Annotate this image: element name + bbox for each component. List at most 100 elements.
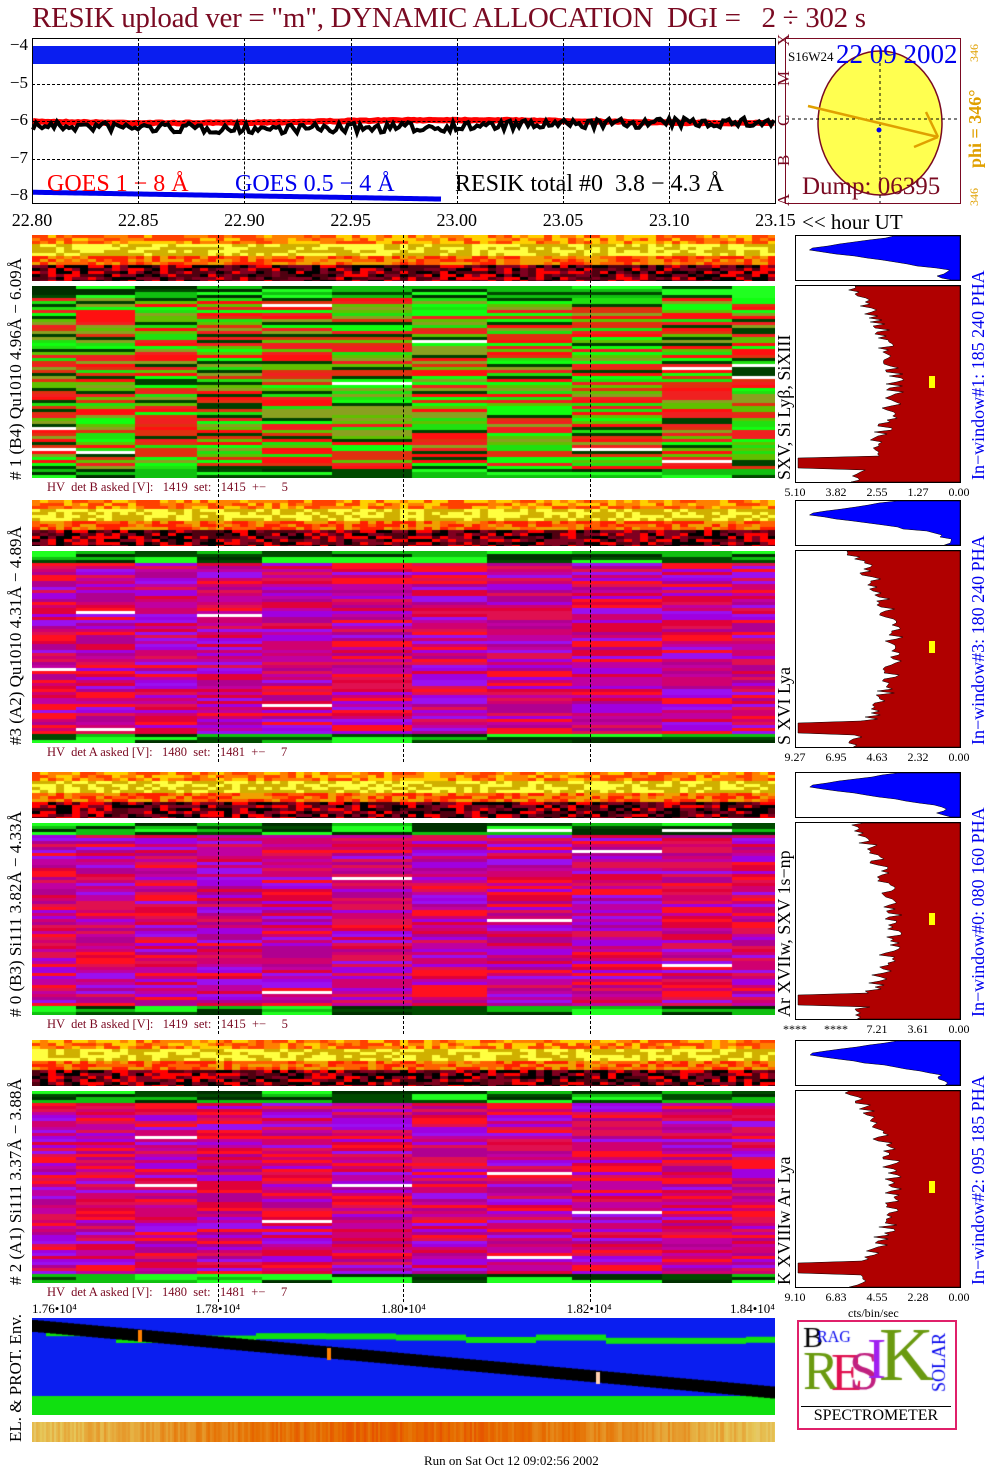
time-gridline: [403, 235, 404, 497]
particle-environment-plot: [32, 1318, 775, 1415]
hist-tick-label: 1.27: [907, 485, 929, 499]
y-gridline: [32, 121, 776, 122]
sun-disk: [786, 50, 960, 203]
hist-tick-label: 0.00: [948, 1022, 970, 1036]
x-tick-label: 22.95: [330, 210, 371, 230]
intensity-strip: [32, 1422, 775, 1442]
legend-goes-short: GOES 0.5 − 4 Å: [235, 171, 395, 197]
spectrum-histogram-fill: [797, 822, 961, 1020]
y-tick-label: −7: [9, 147, 28, 167]
hist-tick-label: 4.55: [866, 1290, 888, 1304]
x-tick-label: 23.00: [436, 210, 478, 230]
hist-tick-label: 0.00: [948, 485, 970, 499]
resik-logo: SPECTROMETER: [797, 1320, 957, 1430]
time-gridline: [403, 1040, 404, 1302]
hv-readout: HV det A asked [V]: 1480 set: 1481 +− 7: [47, 1285, 288, 1299]
panel-label: # 2 (A1) Si111 3.37Å − 3.88Å: [6, 1078, 25, 1285]
hist-tick-label: 6.83: [825, 1290, 847, 1304]
window-marker: [929, 1181, 935, 1193]
light-curve-series: [31, 113, 776, 202]
hist-tick-label: 4.63: [866, 750, 888, 764]
hist-tick-label: 0.00: [948, 750, 970, 764]
hv-readout: HV det A asked [V]: 1480 set: 1481 +− 7: [47, 745, 288, 759]
env-y-label: EL. & PROT. Env.: [6, 1314, 25, 1442]
x-tick-label: 22.80: [11, 210, 53, 230]
pha-histogram-fill: [809, 1040, 961, 1086]
spectrum-histogram-fill: [797, 550, 961, 748]
x-gridline: [563, 38, 564, 204]
time-gridline: [590, 772, 591, 1034]
legend-goes-long: GOES 1 − 8 Å: [47, 171, 189, 197]
resik-total-series: [31, 113, 776, 139]
window-marker: [929, 913, 935, 925]
plot-title: RESIK upload ver = "m", DYNAMIC ALLOCATI…: [32, 2, 866, 34]
logo-label: SPECTROMETER: [801, 1406, 951, 1425]
pha-histogram: [795, 500, 961, 546]
x-gridline: [244, 38, 246, 204]
spectrum-histogram: [795, 550, 961, 748]
light-curve-plot: GOES 1 − 8 Å GOES 0.5 − 4 Å RESIK total …: [31, 38, 776, 204]
bottom-x-tick-label: 1.80•10⁴: [380, 1301, 426, 1316]
bottom-x-tick-label: 1.84•10⁴: [729, 1301, 775, 1316]
hist-tick-label: 0.00: [948, 1290, 970, 1304]
spectrum-histogram: [795, 822, 961, 1020]
logo-lettering: [799, 1322, 955, 1406]
hist-tick-label: 5.10: [784, 485, 806, 499]
hist-tick-label: 6.95: [825, 750, 847, 764]
pha-histogram: [795, 1040, 961, 1086]
hist-x-label: cts/bin/sec: [848, 1306, 899, 1320]
line-label: Ar XVIIw, SXV 1s−np: [774, 850, 794, 1017]
footer-run-date: Run on Sat Oct 12 09:02:56 2002: [424, 1453, 599, 1468]
y-tick-label: −5: [9, 72, 28, 92]
spectrum-histogram: [795, 285, 961, 483]
dump-label: Dump: 06395: [802, 173, 941, 200]
phi-label: phi = 346°: [965, 89, 985, 168]
phi-small-top: 346: [967, 44, 981, 62]
hist-tick-label: 2.32: [907, 750, 929, 764]
hist-tick-label: 3.61: [907, 1022, 929, 1036]
x-gridline: [669, 38, 671, 204]
goes-short-series: [32, 189, 442, 202]
x-tick-label: 22.90: [224, 210, 265, 230]
goes-short-band: [33, 46, 775, 64]
window-label: In−window#2: 095 185 PHA: [968, 1075, 988, 1285]
window-marker: [929, 376, 935, 388]
date-label: 22 09 2002: [836, 39, 958, 69]
time-gridline: [590, 235, 591, 497]
legend-resik: RESIK total #0 3.8 − 4.3 Å: [455, 171, 724, 197]
hist-tick-label: 3.82: [825, 485, 847, 499]
line-label: S XVI Lya: [774, 667, 794, 745]
y-gridline: [32, 83, 776, 85]
x-tick-label: 23.15: [755, 210, 796, 230]
bottom-x-tick-label: 1.76•10⁴: [32, 1301, 77, 1316]
spectrum-histogram: [795, 1090, 961, 1288]
time-gridline: [403, 772, 404, 1034]
panel-label: #3 (A2) Qu1010 4.31Å − 4.89Å: [6, 526, 25, 745]
time-gridline: [218, 235, 219, 497]
x-gridline: [456, 38, 458, 204]
spectrum-histogram-fill: [797, 285, 961, 483]
hist-tick-label: 7.21: [866, 1022, 888, 1036]
hist-tick-label: ****: [783, 1022, 807, 1036]
time-gridline: [218, 500, 219, 762]
pha-histogram-fill: [808, 235, 961, 281]
window-marker: [929, 641, 935, 653]
window-label: In−window#3: 180 240 PHA: [968, 535, 988, 745]
line-label: K XVIIIw Ar Lya: [774, 1156, 794, 1285]
pha-histogram-fill: [808, 500, 961, 546]
hv-readout: HV det B asked [V]: 1419 set: 1415 +− 5: [47, 480, 288, 494]
hist-tick-label: 9.27: [784, 750, 806, 764]
time-gridline: [218, 772, 219, 1034]
window-label: In−window#1: 185 240 PHA: [968, 270, 988, 480]
hist-tick-label: 9.10: [784, 1290, 806, 1304]
y-tick-label: −4: [9, 35, 28, 54]
time-gridline: [590, 1040, 591, 1302]
time-gridline: [403, 500, 404, 762]
panel-label: # 1 (B4) Qu1010 4.96Å − 6.09Å: [6, 257, 25, 480]
phi-small-bottom: 346: [967, 188, 981, 206]
spectrum-histogram-fill: [797, 1090, 961, 1288]
pha-histogram-fill: [809, 772, 961, 818]
y-tick-label: −6: [9, 110, 28, 129]
time-gridline: [218, 1040, 219, 1302]
bottom-x-tick-label: 1.82•10⁴: [566, 1301, 612, 1316]
